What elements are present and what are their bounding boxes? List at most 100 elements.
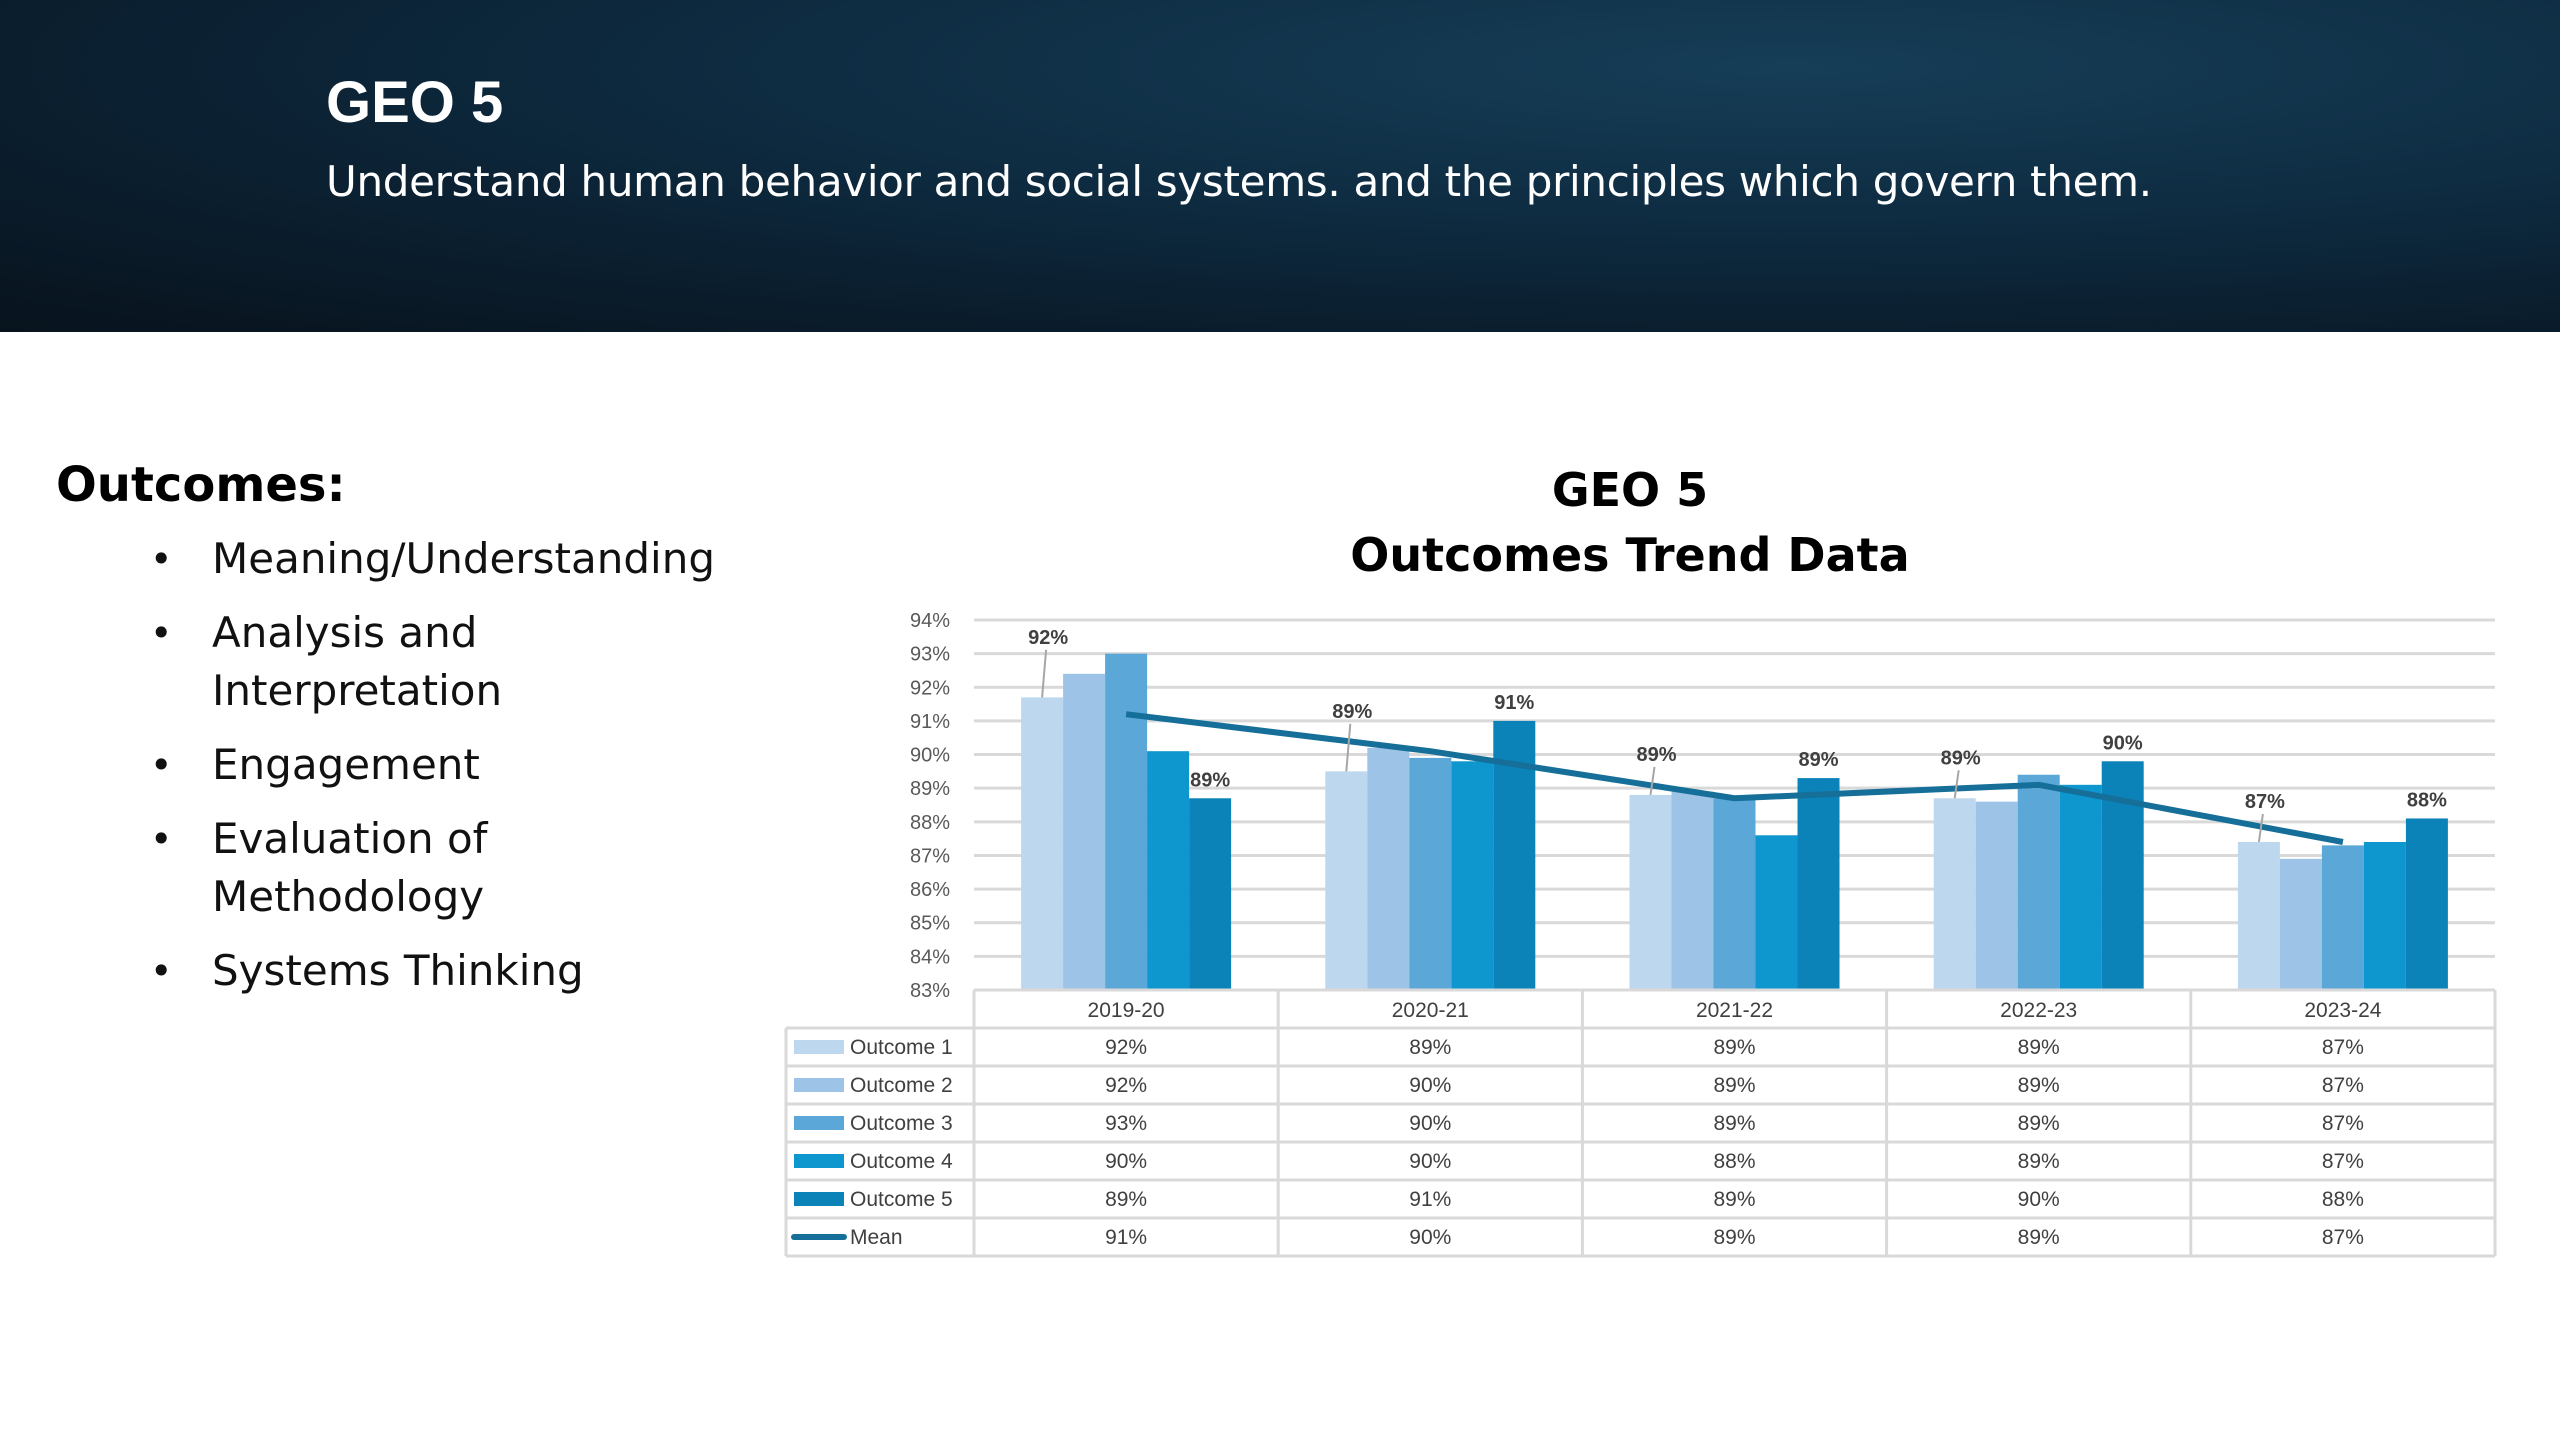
data-label-leader (1041, 649, 1048, 698)
legend-key-swatch (794, 1192, 844, 1206)
bar (1063, 673, 1106, 990)
data-label-leader (1345, 723, 1352, 772)
table-cell-value: 91% (1105, 1226, 1147, 1249)
y-tick-label: 89% (910, 778, 950, 800)
data-label-leader (1649, 766, 1656, 796)
y-tick-label: 85% (910, 913, 950, 935)
legend-label: Outcome 4 (850, 1150, 953, 1173)
table-cell-value: 89% (1105, 1188, 1147, 1211)
table-cell-value: 89% (2018, 1036, 2060, 1059)
chart-title: GEO 5 (1551, 463, 1709, 517)
bar (1713, 798, 1756, 990)
table-cell-value: 89% (2018, 1074, 2060, 1097)
bar (2321, 845, 2364, 990)
table-cell-value: 89% (1713, 1074, 1755, 1097)
y-tick-label: 83% (910, 980, 950, 1002)
table-cell-value: 87% (2322, 1036, 2364, 1059)
data-label-leader (2257, 813, 2264, 843)
y-tick-label: 87% (910, 845, 950, 867)
outcome-item: Meaning/Understanding (150, 530, 770, 588)
table-cell-value: 91% (1409, 1188, 1451, 1211)
outcomes-heading: Outcomes: (56, 457, 346, 513)
table-cell-value: 87% (2322, 1150, 2364, 1173)
data-label: 88% (2407, 789, 2447, 811)
bar (1451, 761, 1494, 990)
bar (1105, 653, 1148, 990)
bar (1189, 798, 1232, 990)
bar (1021, 697, 1064, 990)
outcome-item: Evaluation of Methodology (150, 810, 770, 926)
bar (1975, 801, 2018, 990)
outcome-item: Engagement (150, 736, 770, 794)
x-category-label: 2020-21 (1392, 999, 1469, 1022)
data-label: 87% (2245, 791, 2285, 813)
bar (1629, 794, 1672, 990)
table-cell-value: 90% (2018, 1188, 2060, 1211)
legend-key-swatch (794, 1078, 844, 1092)
table-cell-value: 87% (2322, 1226, 2364, 1249)
y-tick-label: 84% (910, 946, 950, 968)
bar (2363, 842, 2406, 990)
data-label: 89% (1190, 769, 1230, 791)
bar (2237, 842, 2280, 990)
y-tick-label: 90% (910, 745, 950, 767)
bar (1147, 751, 1190, 990)
bar (1797, 778, 1840, 990)
table-cell-value: 90% (1409, 1074, 1451, 1097)
table-cell-value: 90% (1409, 1112, 1451, 1135)
outcome-item: Analysis and Interpretation (150, 604, 770, 720)
bar (2059, 784, 2102, 990)
table-cell-value: 90% (1409, 1150, 1451, 1173)
table-cell-value: 89% (1713, 1036, 1755, 1059)
legend-label: Outcome 1 (850, 1036, 953, 1059)
table-cell-value: 92% (1105, 1074, 1147, 1097)
table-cell-value: 90% (1105, 1150, 1147, 1173)
legend-key-swatch (794, 1154, 844, 1168)
x-category-label: 2019-20 (1088, 999, 1165, 1022)
table-cell-value: 89% (2018, 1226, 2060, 1249)
table-cell-value: 88% (2322, 1188, 2364, 1211)
y-tick-label: 88% (910, 812, 950, 834)
y-tick-label: 86% (910, 879, 950, 901)
data-label: 91% (1494, 692, 1534, 714)
table-cell-value: 89% (1713, 1112, 1755, 1135)
y-tick-label: 92% (910, 677, 950, 699)
x-category-label: 2021-22 (1696, 999, 1773, 1022)
legend-label: Outcome 3 (850, 1112, 953, 1135)
outcomes-list: Meaning/Understanding Analysis and Inter… (150, 530, 770, 1016)
bar (2405, 818, 2448, 990)
legend-label: Mean (850, 1226, 903, 1249)
table-cell-value: 87% (2322, 1074, 2364, 1097)
table-cell-value: 87% (2322, 1112, 2364, 1135)
legend-label: Outcome 2 (850, 1074, 953, 1097)
table-cell-value: 90% (1409, 1226, 1451, 1249)
table-cell-value: 89% (1409, 1036, 1451, 1059)
y-tick-label: 94% (910, 610, 950, 632)
data-label: 89% (1332, 701, 1372, 723)
table-cell-value: 89% (2018, 1112, 2060, 1135)
data-label: 89% (1798, 749, 1838, 771)
table-cell-value: 89% (1713, 1188, 1755, 1211)
bar (1367, 747, 1410, 990)
chart-subtitle: Outcomes Trend Data (1350, 528, 1910, 582)
y-tick-label: 93% (910, 644, 950, 666)
x-category-label: 2022-23 (2000, 999, 2077, 1022)
header-banner: GEO 5 Understand human behavior and soci… (0, 0, 2560, 332)
page-subtitle: Understand human behavior and social sys… (326, 157, 2152, 206)
bar (1933, 798, 1976, 990)
table-cell-value: 93% (1105, 1112, 1147, 1135)
page-title: GEO 5 (326, 70, 504, 135)
data-label: 89% (1941, 747, 1981, 769)
data-label: 90% (2103, 732, 2143, 754)
data-label-leader (1953, 770, 1960, 799)
outcome-item: Systems Thinking (150, 942, 770, 1000)
data-label: 89% (1636, 744, 1676, 766)
table-cell-value: 89% (2018, 1150, 2060, 1173)
bar (2279, 858, 2322, 990)
bar (2017, 774, 2060, 990)
bar (1755, 835, 1798, 990)
x-category-label: 2023-24 (2304, 999, 2381, 1022)
legend-label: Outcome 5 (850, 1188, 953, 1211)
table-cell-value: 88% (1713, 1150, 1755, 1173)
